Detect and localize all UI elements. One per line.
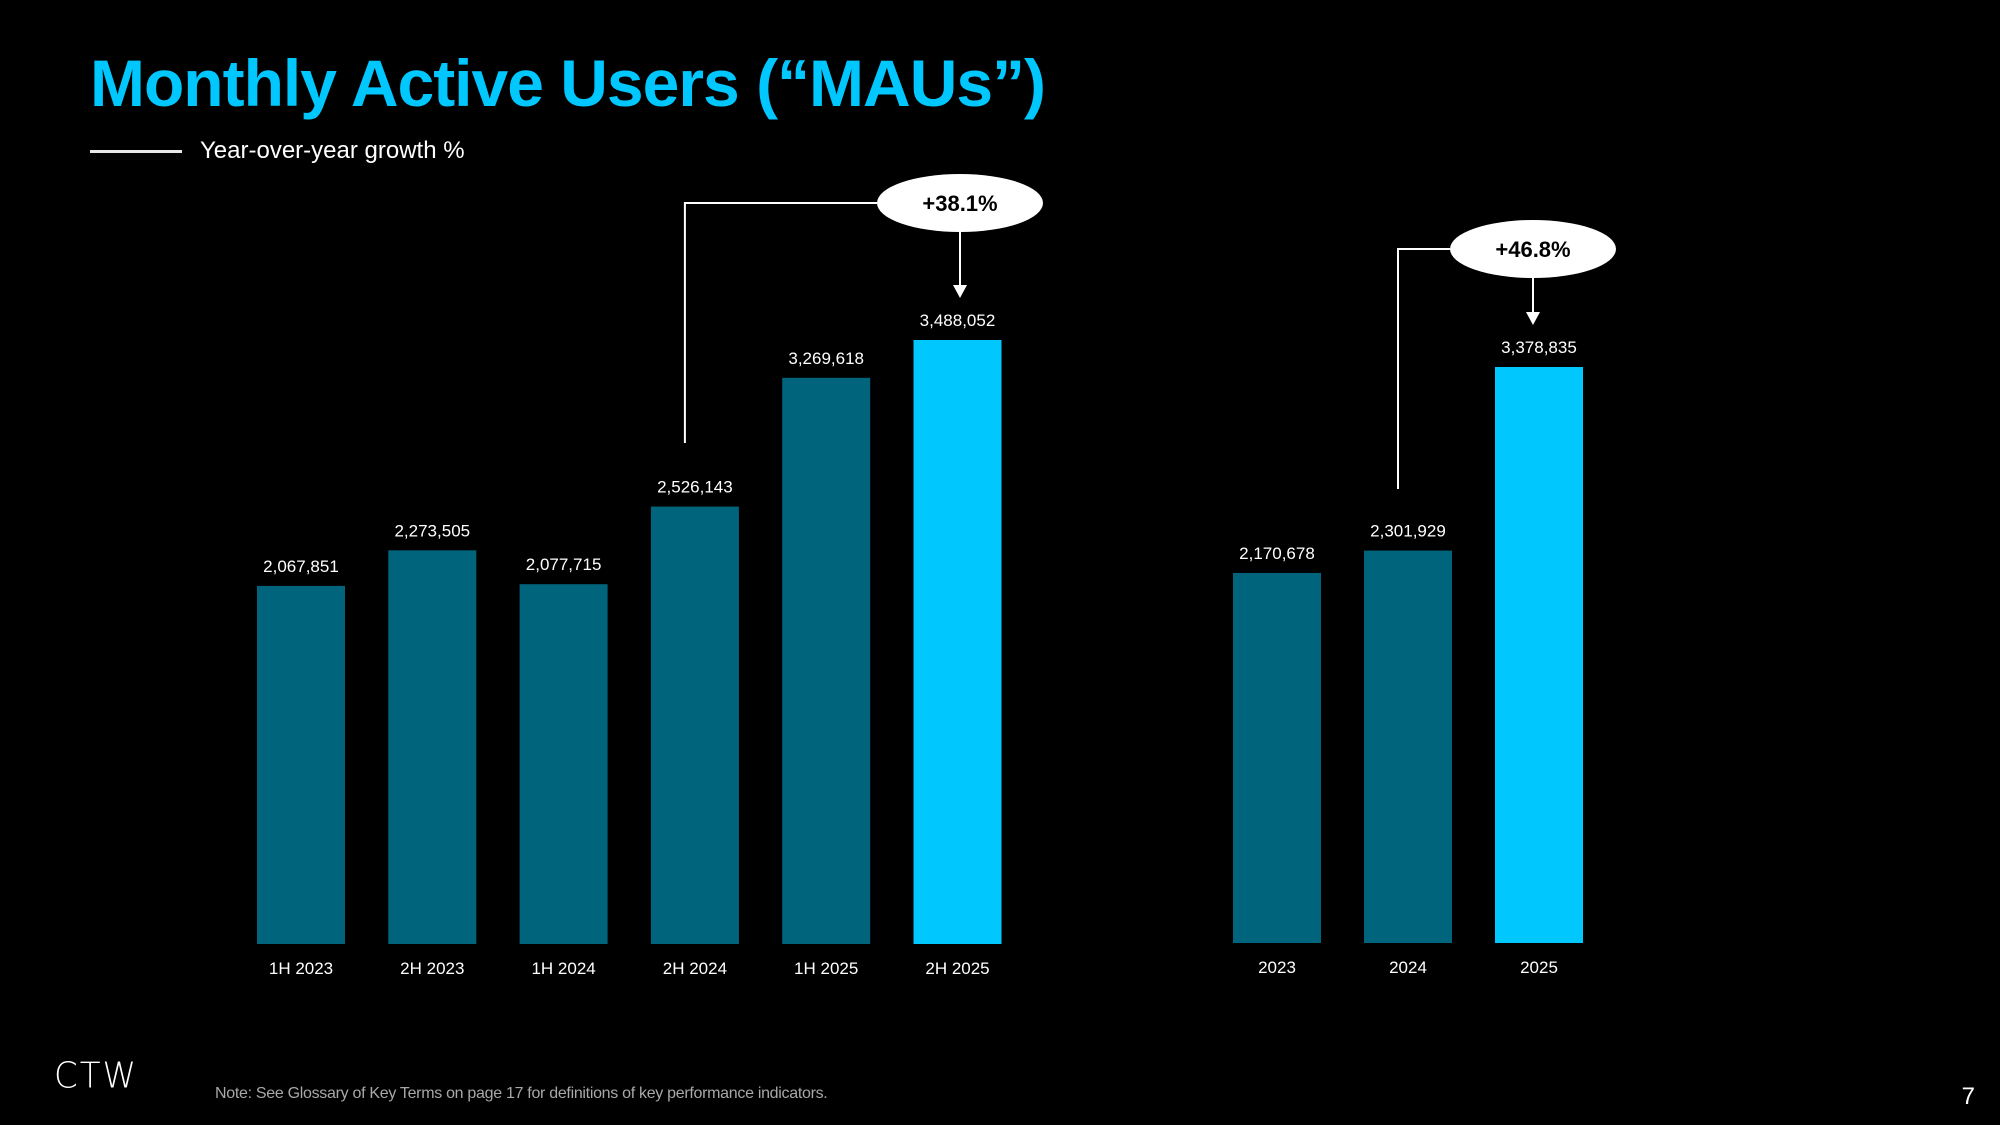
arrow-down-icon (953, 285, 967, 298)
bar-1h-2025 (782, 377, 871, 944)
bar-2h-2025 (913, 340, 1002, 944)
growth-percent-label: +38.1% (922, 191, 997, 216)
bar-value-label: 2,273,505 (394, 521, 470, 540)
bar-1h-2023 (257, 585, 345, 944)
growth-callout: +46.8% (1397, 220, 1616, 489)
page-title: Monthly Active Users (“MAUs”) (90, 46, 1046, 120)
category-label: 2025 (1520, 958, 1558, 977)
bar-2025 (1495, 367, 1583, 943)
growth-callout: +38.1% (683, 174, 1043, 443)
callout-connector-line (1397, 248, 1450, 489)
category-label: 2023 (1258, 958, 1296, 977)
callout-bubble (877, 174, 1043, 232)
bar-2024 (1364, 550, 1452, 943)
legend: Year-over-year growth % (90, 134, 465, 168)
bar-2h-2023 (388, 550, 477, 944)
bar-value-label: 2,067,851 (263, 557, 339, 576)
half-year-chart: 2,067,851 1H 2023 2,273,505 2H 2023 2,077,71… (257, 174, 1043, 978)
category-label: 1H 2025 (794, 959, 858, 978)
bar-value-label: 2,301,929 (1370, 522, 1446, 541)
category-label: 1H 2023 (269, 959, 333, 978)
bar-value-label: 2,526,143 (657, 478, 733, 497)
bar-2h-2024 (650, 506, 739, 944)
category-label: 2024 (1389, 958, 1427, 977)
category-label: 2H 2025 (925, 959, 989, 978)
growth-percent-label: +46.8% (1495, 237, 1570, 262)
legend-label: Year-over-year growth % (200, 137, 465, 164)
company-logo: CTW (54, 1055, 139, 1097)
bar-1h-2024 (519, 584, 608, 944)
bar-2023 (1233, 572, 1321, 943)
callout-bubble (1450, 220, 1616, 278)
arrow-down-icon (1526, 312, 1540, 325)
category-label: 1H 2024 (531, 959, 595, 978)
bar-value-label: 3,378,835 (1501, 338, 1577, 357)
footnote: Note: See Glossary of Key Terms on page … (215, 1085, 828, 1102)
legend-line-swatch (90, 149, 182, 153)
bar-value-label: 2,077,715 (526, 555, 602, 574)
bar-value-label: 3,488,052 (920, 311, 996, 330)
page-number: 7 (1961, 1083, 1975, 1110)
annual-chart: 2,170,678 2023 2,301,929 2024 3,378,835 2025 +… (1233, 220, 1616, 977)
category-label: 2H 2023 (400, 959, 464, 978)
callout-connector-line (683, 202, 877, 443)
bar-value-label: 3,269,618 (788, 349, 864, 368)
bar-value-label: 2,170,678 (1239, 544, 1315, 563)
category-label: 2H 2024 (663, 959, 727, 978)
